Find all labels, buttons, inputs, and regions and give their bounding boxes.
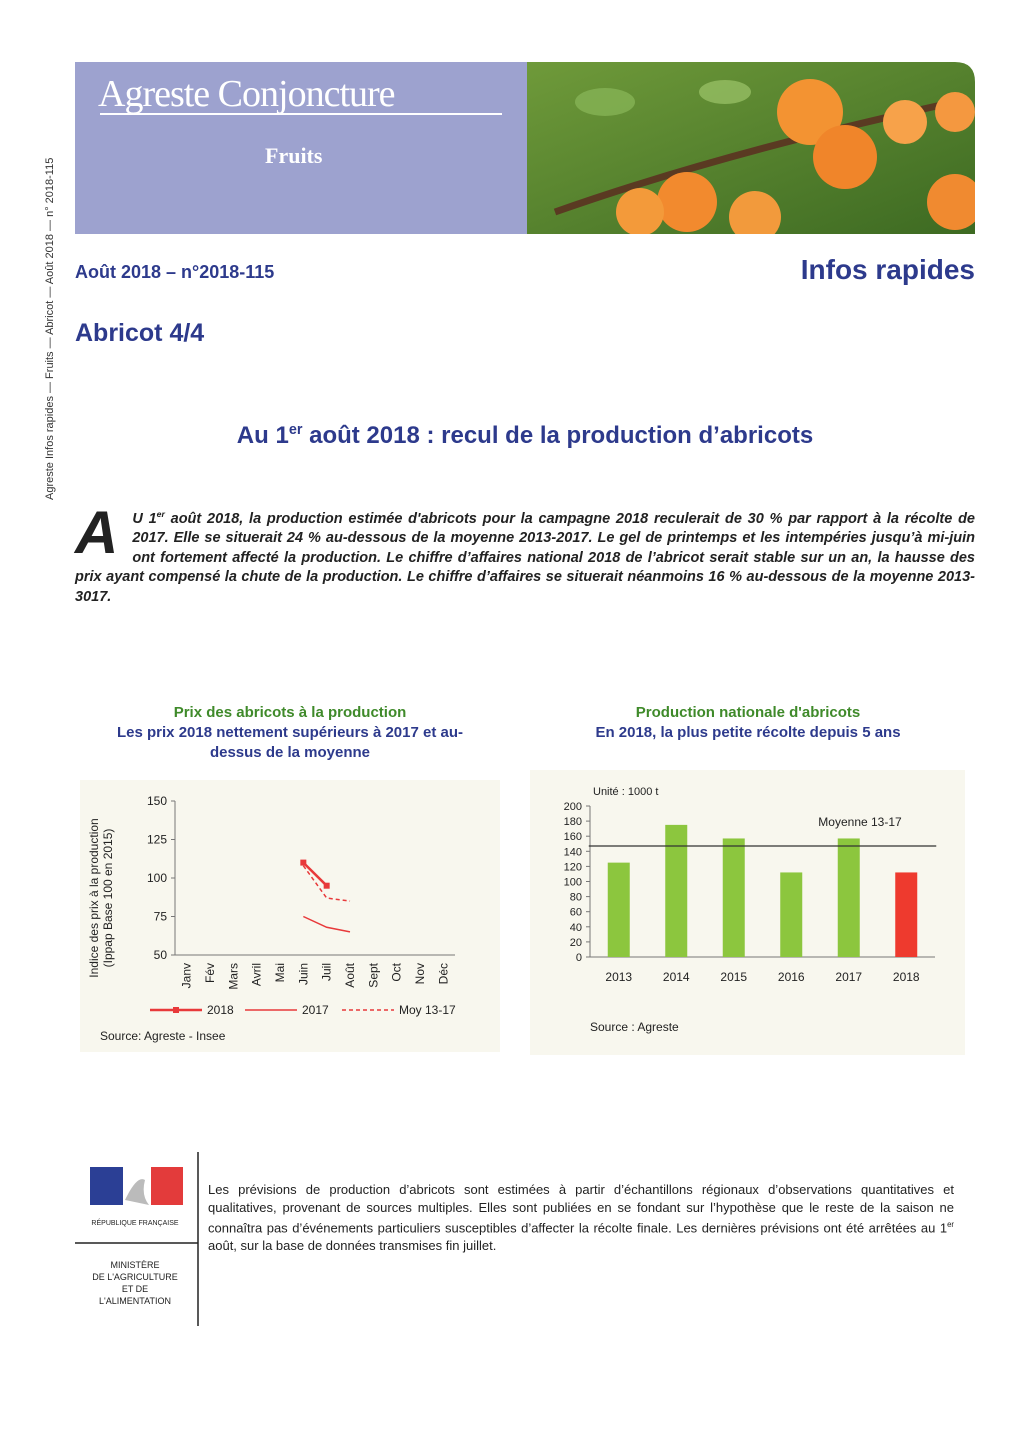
- x-tick-label: Sept: [366, 962, 380, 987]
- dropcap: A: [75, 499, 119, 566]
- x-tick-label: Fév: [203, 963, 217, 983]
- chart-heading: Prix des abricots à la production Les pr…: [95, 703, 485, 763]
- bar: [837, 838, 860, 957]
- y-tick-label: 75: [154, 910, 168, 924]
- y-tick-label: 60: [570, 907, 582, 919]
- bar: [722, 838, 745, 957]
- headline-text: août 2018 : recul de la production d’abr…: [302, 422, 814, 449]
- chart-title: Production nationale d'abricots: [635, 704, 861, 721]
- bar: [780, 872, 803, 957]
- marker: [323, 882, 330, 889]
- x-tick-label: 2016: [778, 970, 805, 984]
- banner: [75, 62, 975, 234]
- side-text: Agreste Infos rapides — Fruits — Abricot…: [44, 157, 56, 500]
- chart-subtitle: Les prix 2018 nettement supérieurs à 201…: [117, 724, 463, 761]
- source: Source : Agreste: [590, 1020, 679, 1034]
- y-tick-label: 125: [147, 833, 167, 847]
- marker: [300, 859, 307, 866]
- apricots: [553, 79, 975, 234]
- y-axis-label: Indice des prix à la production: [87, 818, 101, 977]
- y-tick-label: 200: [564, 801, 582, 813]
- line-chart: 50 75 100 125 150 Janv Fév Mars Avril Mai Juin Juil…: [80, 780, 500, 1052]
- lead-text: août 2018, la production estimée d'abric…: [75, 510, 975, 605]
- superscript: er: [288, 422, 303, 438]
- unit: Unité : 1000 t: [593, 786, 658, 798]
- brand-title: Agreste Conjoncture: [98, 73, 396, 115]
- x-tick-label: Juil: [320, 963, 334, 981]
- bar: [895, 872, 918, 957]
- bar: [607, 862, 630, 957]
- y-tick-label: 120: [564, 861, 582, 873]
- x-tick-label: 2014: [663, 970, 690, 984]
- y-tick-label: 150: [147, 794, 167, 808]
- lead: A U 1er août 2018, la production estimée …: [75, 499, 975, 607]
- logo-block: RÉPUBLIQUE FRANÇAISE MINISTÈRE DE L'AGRI…: [75, 1152, 199, 1326]
- bar: [665, 824, 688, 957]
- headline: Au 1er août 2018 : recul de la productio…: [75, 422, 975, 450]
- x-tick-label: 2018: [893, 970, 920, 984]
- y-tick-label: 160: [564, 831, 582, 843]
- superscript: er: [156, 509, 165, 519]
- x-tick-label: Oct: [390, 962, 404, 981]
- brand-subtitle: Fruits: [265, 143, 323, 168]
- republic-label: RÉPUBLIQUE FRANÇAISE: [91, 1218, 178, 1227]
- x-tick-label: Août: [343, 962, 357, 987]
- bar-chart: Unité : 1000 t 0 20 40 60 80 100 120 140 160 180 20…: [530, 770, 965, 1055]
- lead-text: U 1: [132, 510, 157, 527]
- y-tick-label: 100: [147, 871, 167, 885]
- x-tick-label: Mai: [273, 963, 287, 982]
- x-tick-label: 2013: [605, 970, 632, 984]
- issue: Août 2018 – n°2018-115: [75, 262, 275, 282]
- banner-band: [75, 62, 527, 234]
- series-line: [303, 915, 351, 933]
- brand-rule: [100, 113, 502, 115]
- y-tick-label: 80: [570, 892, 582, 904]
- source: Source: Agreste - Insee: [100, 1029, 226, 1043]
- x-tick-label: Janv: [180, 963, 194, 988]
- chart-title: Prix des abricots à la production: [173, 704, 407, 721]
- ministry-label: L'ALIMENTATION: [99, 1296, 171, 1306]
- legend-label: 2018: [207, 1003, 234, 1017]
- y-axis-label: (Ippap Base 100 en 2015): [101, 829, 115, 968]
- x-tick-label: Mars: [226, 963, 240, 990]
- y-tick-label: 40: [570, 922, 582, 934]
- chart-subtitle: En 2018, la plus petite récolte depuis 5…: [595, 724, 901, 741]
- x-tick-label: Déc: [436, 963, 450, 984]
- series: Infos rapides: [800, 254, 975, 285]
- ministry-label: DE L'AGRICULTURE: [92, 1272, 178, 1282]
- legend-marker: [173, 1007, 179, 1013]
- y-tick-label: 20: [570, 937, 582, 949]
- x-tick-label: Avril: [250, 963, 264, 986]
- note-text: Les prévisions de production d’abricots …: [208, 1182, 954, 1236]
- series-line: [302, 861, 328, 887]
- legend-label: Moy 13-17: [399, 1003, 456, 1017]
- ministry-label: MINISTÈRE: [110, 1260, 159, 1270]
- headline-text: Au 1: [236, 422, 289, 449]
- x-tick-label: 2017: [835, 970, 862, 984]
- note: Les prévisions de production d’abricots …: [208, 1181, 954, 1255]
- reference-label: Moyenne 13-17: [818, 815, 902, 829]
- y-tick-label: 50: [154, 948, 168, 962]
- legend-label: 2017: [302, 1003, 329, 1017]
- chart-heading: Production nationale d'abricots En 2018,…: [548, 703, 948, 743]
- ministry-label: ET DE: [122, 1284, 148, 1294]
- y-tick-label: 0: [576, 952, 582, 964]
- y-tick-label: 140: [564, 846, 582, 858]
- topic: Abricot 4/4: [75, 319, 205, 347]
- x-tick-label: 2015: [720, 970, 747, 984]
- superscript: er: [947, 1220, 954, 1230]
- y-tick-label: 100: [564, 877, 582, 889]
- x-tick-label: Juin: [296, 963, 310, 985]
- y-tick-label: 180: [564, 816, 582, 828]
- x-tick-label: Nov: [413, 963, 427, 984]
- note-text: août, sur la base de données transmises …: [208, 1238, 497, 1254]
